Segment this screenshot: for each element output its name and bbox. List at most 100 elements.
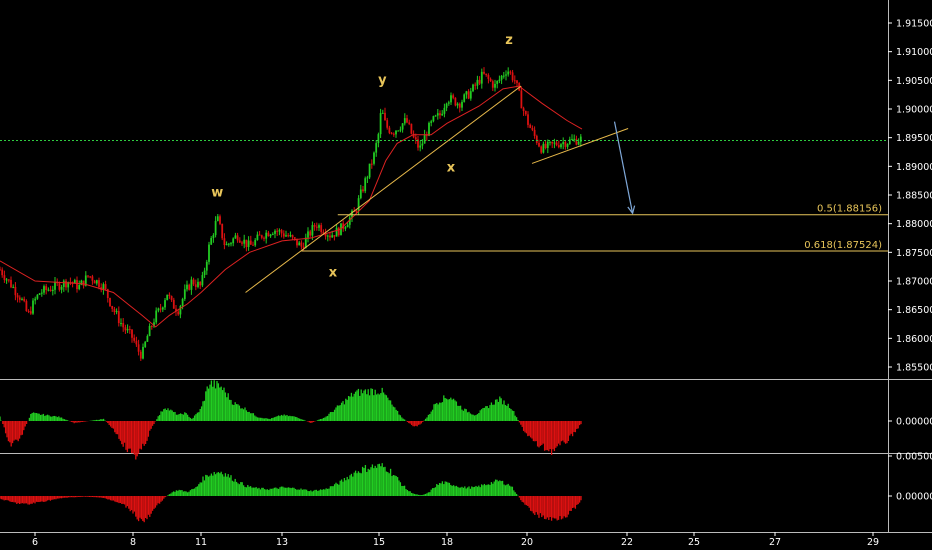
candle-body bbox=[258, 234, 261, 236]
candle-body bbox=[379, 113, 382, 135]
candle-body bbox=[274, 230, 276, 234]
candle-body bbox=[216, 216, 219, 221]
price-axis-label: 1.90000 bbox=[896, 105, 932, 116]
projection-arrow-shaft bbox=[613, 121, 634, 214]
candle-body bbox=[509, 71, 512, 73]
candle-body bbox=[45, 286, 48, 291]
candle-body bbox=[456, 103, 459, 106]
candle-body bbox=[269, 234, 272, 237]
candle-body bbox=[289, 235, 292, 237]
candle-body bbox=[25, 301, 28, 311]
candle-body bbox=[122, 323, 125, 328]
wave-label-w: w bbox=[211, 186, 223, 201]
candle-body bbox=[18, 297, 21, 300]
candle-body bbox=[170, 296, 173, 300]
candle-body bbox=[10, 279, 12, 288]
candle-body bbox=[76, 280, 78, 290]
candle-body bbox=[557, 145, 560, 148]
candle-body bbox=[522, 108, 525, 112]
candle-body bbox=[230, 243, 232, 245]
candle-body bbox=[423, 134, 426, 144]
candle-body bbox=[263, 237, 265, 239]
candle-body bbox=[425, 134, 428, 136]
candle-body bbox=[487, 75, 490, 79]
oscillator-2-axis[interactable]: 0.00500 0.00000 bbox=[888, 452, 932, 503]
time-axis[interactable]: 6 8 11 13 15 18 20 22 25 27 29 bbox=[32, 532, 879, 548]
candle-body bbox=[175, 308, 177, 312]
candle-body bbox=[505, 74, 507, 76]
candle-body bbox=[155, 310, 158, 323]
candle-body bbox=[329, 235, 331, 238]
candle-body bbox=[120, 323, 122, 325]
candle-body bbox=[164, 300, 166, 308]
candle-body bbox=[313, 225, 316, 227]
price-axis-label: 1.86000 bbox=[896, 334, 932, 345]
candle-body bbox=[348, 217, 351, 225]
candle-body bbox=[190, 279, 193, 290]
candle-body bbox=[399, 129, 402, 131]
price-axis-label: 1.90500 bbox=[896, 76, 932, 87]
candle-body bbox=[478, 79, 481, 84]
candle-body bbox=[285, 235, 287, 237]
candle-body bbox=[232, 238, 235, 244]
candle-body bbox=[450, 95, 452, 103]
osc1-axis-label: 0.00000 bbox=[896, 417, 932, 428]
candle-body bbox=[49, 289, 52, 292]
candle-body bbox=[511, 72, 514, 81]
candle-body bbox=[401, 123, 404, 130]
candle-body bbox=[243, 239, 246, 244]
candle-body bbox=[139, 351, 142, 359]
candle-body bbox=[443, 107, 446, 114]
candle-body bbox=[146, 336, 149, 342]
candle-body bbox=[51, 289, 54, 292]
candle-body bbox=[494, 83, 496, 88]
candle-body bbox=[357, 198, 360, 212]
candle-body bbox=[333, 235, 336, 237]
wave-label-x1: x bbox=[329, 265, 338, 280]
candle-body bbox=[408, 122, 411, 124]
price-axis-label: 1.88000 bbox=[896, 219, 932, 230]
candle-body bbox=[502, 75, 505, 77]
candle-body bbox=[287, 235, 290, 237]
candle-body bbox=[16, 295, 19, 298]
candle-body bbox=[192, 279, 195, 285]
candle-body bbox=[142, 346, 144, 359]
candle-body bbox=[7, 279, 10, 281]
price-axis[interactable]: 1.91500 1.91000 1.90500 1.90000 1.89500 1.890… bbox=[888, 19, 932, 374]
candle-body bbox=[463, 94, 466, 102]
candle-body bbox=[315, 226, 318, 228]
z-leg-support-trendline bbox=[531, 128, 629, 164]
candle-body bbox=[234, 235, 237, 239]
candle-body bbox=[126, 329, 129, 331]
candle-body bbox=[236, 235, 239, 241]
candle-body bbox=[296, 238, 298, 246]
candle-body bbox=[384, 112, 386, 121]
candle-body bbox=[566, 143, 569, 147]
candle-body bbox=[14, 286, 17, 296]
candle-body bbox=[78, 284, 81, 290]
candle-body bbox=[153, 322, 155, 327]
candle-body bbox=[375, 143, 378, 153]
candle-body bbox=[179, 306, 182, 315]
candle-body bbox=[208, 244, 210, 262]
candle-body bbox=[161, 307, 164, 310]
candle-body bbox=[535, 135, 538, 143]
candle-body bbox=[370, 163, 373, 165]
candle-body bbox=[445, 103, 448, 108]
candle-body bbox=[225, 244, 228, 246]
candle-body bbox=[194, 284, 197, 287]
candle-body bbox=[43, 286, 45, 293]
candle-body bbox=[480, 71, 483, 84]
candle-body bbox=[579, 136, 582, 142]
candle-body bbox=[221, 223, 224, 239]
oscillator-1-axis[interactable]: 0.00000 bbox=[888, 417, 932, 428]
candle-body bbox=[172, 299, 175, 309]
candle-body bbox=[377, 134, 380, 144]
time-axis-label: 22 bbox=[621, 537, 633, 548]
candle-body bbox=[436, 113, 439, 116]
oscillator-2-histogram bbox=[0, 463, 582, 523]
candle-body bbox=[219, 216, 221, 224]
candle-body bbox=[80, 280, 83, 285]
time-axis-label: 6 bbox=[32, 537, 38, 548]
